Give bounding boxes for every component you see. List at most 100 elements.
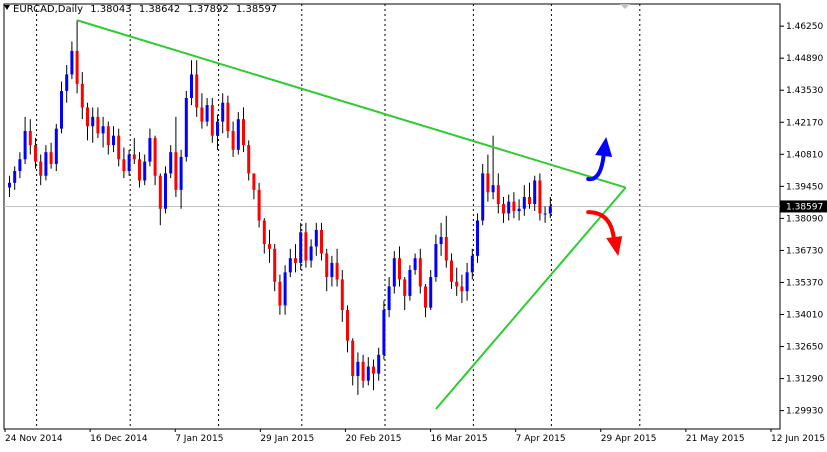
candle-body[interactable] (288, 258, 292, 273)
candle-body[interactable] (403, 279, 407, 296)
candle-body[interactable] (507, 201, 511, 214)
shift-marker-icon[interactable] (620, 4, 630, 9)
candle-body[interactable] (387, 286, 391, 311)
candle-body[interactable] (314, 229, 318, 247)
candle-body[interactable] (127, 154, 131, 172)
candle-body[interactable] (184, 97, 188, 157)
menu-triangle-icon[interactable] (4, 5, 10, 10)
candle-body[interactable] (304, 232, 308, 261)
candle-body[interactable] (512, 201, 516, 212)
candle-body[interactable] (548, 206, 552, 214)
candle-body[interactable] (138, 159, 141, 181)
candle-body[interactable] (112, 135, 115, 146)
candle-body[interactable] (148, 138, 152, 162)
candle-body[interactable] (283, 272, 287, 306)
candle-body[interactable] (101, 126, 105, 134)
candle-body[interactable] (429, 277, 433, 308)
candle-body[interactable] (210, 105, 214, 136)
candle-body[interactable] (522, 196, 526, 209)
candle-body[interactable] (70, 50, 74, 75)
candle-body[interactable] (465, 272, 469, 292)
candle-body[interactable] (106, 126, 110, 146)
candle-body[interactable] (444, 236, 448, 261)
candle-body[interactable] (200, 107, 204, 122)
candle-body[interactable] (481, 173, 485, 221)
candle-body[interactable] (143, 161, 147, 181)
candle-body[interactable] (543, 213, 547, 215)
candle-body[interactable] (153, 138, 157, 176)
candle-body[interactable] (174, 152, 178, 190)
candle-body[interactable] (49, 152, 53, 164)
candle-body[interactable] (351, 340, 355, 376)
candle-body[interactable] (439, 236, 443, 245)
candle-body[interactable] (86, 107, 89, 127)
candle-body[interactable] (23, 130, 27, 160)
candle-body[interactable] (122, 159, 126, 172)
candle-body[interactable] (34, 145, 37, 162)
candle-body[interactable] (502, 204, 505, 214)
candle-body[interactable] (169, 152, 173, 174)
candle-body[interactable] (221, 102, 225, 122)
candle-body[interactable] (320, 229, 323, 254)
candle-body[interactable] (377, 354, 381, 374)
candle-body[interactable] (179, 156, 183, 190)
candle-body[interactable] (132, 154, 136, 160)
candle-body[interactable] (340, 279, 344, 311)
candle-body[interactable] (44, 152, 48, 176)
candle-body[interactable] (28, 130, 32, 146)
candle-body[interactable] (65, 74, 69, 91)
candle-body[interactable] (533, 180, 537, 205)
candle-body[interactable] (273, 248, 277, 282)
candle-body[interactable] (236, 119, 240, 150)
candle-body[interactable] (361, 361, 365, 381)
candle-body[interactable] (190, 74, 193, 98)
candle-body[interactable] (80, 83, 84, 108)
candle-body[interactable] (496, 185, 500, 205)
candle-body[interactable] (262, 220, 266, 245)
candle-body[interactable] (366, 366, 370, 381)
candle-body[interactable] (460, 286, 464, 292)
candle-body[interactable] (309, 246, 313, 261)
candle-body[interactable] (91, 116, 95, 127)
candle-body[interactable] (476, 220, 479, 256)
candle-body[interactable] (60, 90, 63, 129)
candle-body[interactable] (434, 244, 438, 278)
candle-body[interactable] (226, 102, 230, 131)
candle-body[interactable] (424, 286, 427, 308)
candle-body[interactable] (372, 366, 375, 374)
candle-body[interactable] (392, 258, 396, 287)
candle-body[interactable] (278, 281, 282, 306)
candle-body[interactable] (398, 258, 401, 280)
candle-body[interactable] (257, 189, 261, 221)
candle-body[interactable] (330, 262, 334, 278)
candle-body[interactable] (299, 232, 303, 263)
candle-body[interactable] (268, 244, 271, 249)
candle-body[interactable] (538, 180, 542, 214)
candle-body[interactable] (8, 182, 11, 188)
candle-body[interactable] (517, 208, 521, 212)
candle-body[interactable] (486, 173, 490, 193)
candle-body[interactable] (13, 171, 17, 183)
candle-body[interactable] (382, 310, 386, 355)
candle-body[interactable] (450, 260, 453, 282)
candle-body[interactable] (335, 262, 339, 280)
candle-body[interactable] (294, 258, 297, 263)
candle-body[interactable] (528, 196, 531, 205)
candle-layer[interactable] (8, 20, 552, 395)
candle-body[interactable] (117, 135, 121, 160)
candle-body[interactable] (346, 310, 349, 341)
candle-body[interactable] (54, 128, 58, 164)
candle-body[interactable] (408, 269, 412, 296)
candle-body[interactable] (247, 145, 251, 174)
candle-body[interactable] (205, 105, 209, 122)
candle-body[interactable] (413, 258, 417, 270)
candle-body[interactable] (39, 161, 43, 176)
candle-body[interactable] (325, 253, 329, 278)
candle-body[interactable] (164, 173, 167, 209)
candle-body[interactable] (231, 130, 235, 150)
candle-body[interactable] (491, 185, 495, 193)
candle-body[interactable] (75, 50, 79, 84)
candle-body[interactable] (470, 255, 474, 273)
